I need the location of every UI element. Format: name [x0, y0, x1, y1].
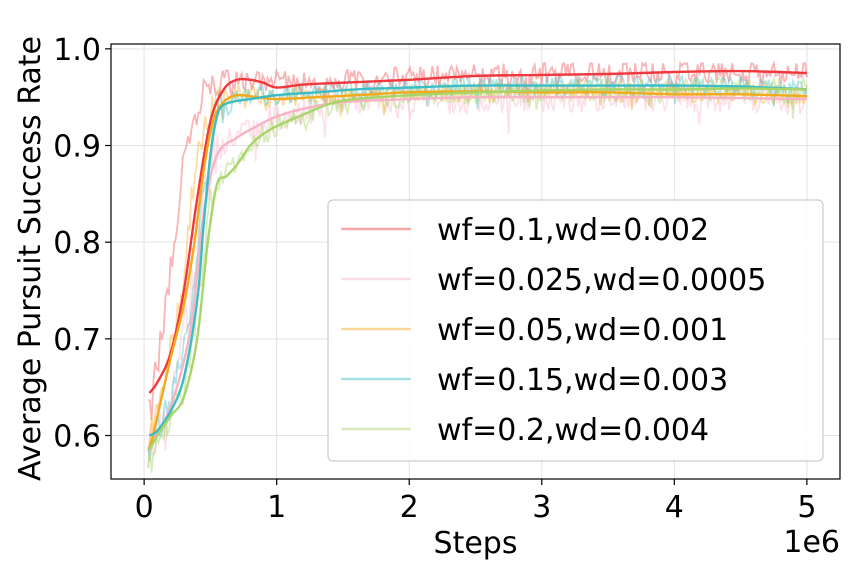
x-axis-label: Steps [434, 526, 518, 561]
y-tick-label: 1.0 [53, 33, 101, 68]
x-tick-label: 3 [532, 490, 551, 525]
raw-line-series-4 [147, 72, 808, 462]
smooth-line-series-4 [148, 84, 807, 437]
legend-label-1: wf=0.1,wd=0.002 [437, 213, 709, 248]
y-tick-label: 0.9 [53, 130, 101, 165]
x-tick-label: 5 [797, 490, 816, 525]
y-tick-label: 0.8 [53, 226, 101, 261]
x-axis-scale-label: 1e6 [783, 525, 840, 560]
smooth-line-series-3 [148, 90, 807, 451]
legend-label-2: wf=0.025,wd=0.0005 [437, 263, 766, 298]
plot-frame [110, 43, 841, 480]
series-layer [147, 59, 808, 473]
legend-label-3: wf=0.05,wd=0.001 [437, 313, 728, 348]
legend-label-4: wf=0.15,wd=0.003 [437, 363, 728, 398]
raw-line-series-2 [147, 80, 808, 469]
y-tick-label: 0.7 [53, 323, 101, 358]
x-tick-label: 1 [267, 490, 286, 525]
ticks: 0 1 2 3 4 5 0.6 0.7 0.8 0.9 1.0 [53, 33, 816, 525]
smooth-line-series-2 [148, 95, 807, 446]
legend: wf=0.1,wd=0.002 wf=0.025,wd=0.0005 wf=0.05… [327, 199, 824, 462]
x-tick-label: 0 [135, 490, 154, 525]
y-tick-label: 0.6 [53, 420, 101, 455]
smooth-line-series-5 [148, 87, 807, 451]
legend-label-5: wf=0.2,wd=0.004 [437, 413, 709, 448]
x-tick-label: 4 [665, 490, 684, 525]
smooth-line-series-1 [148, 69, 807, 394]
legend-box [327, 199, 824, 462]
x-tick-label: 2 [400, 490, 419, 525]
y-axis-label: Average Pursuit Success Rate [13, 36, 48, 481]
